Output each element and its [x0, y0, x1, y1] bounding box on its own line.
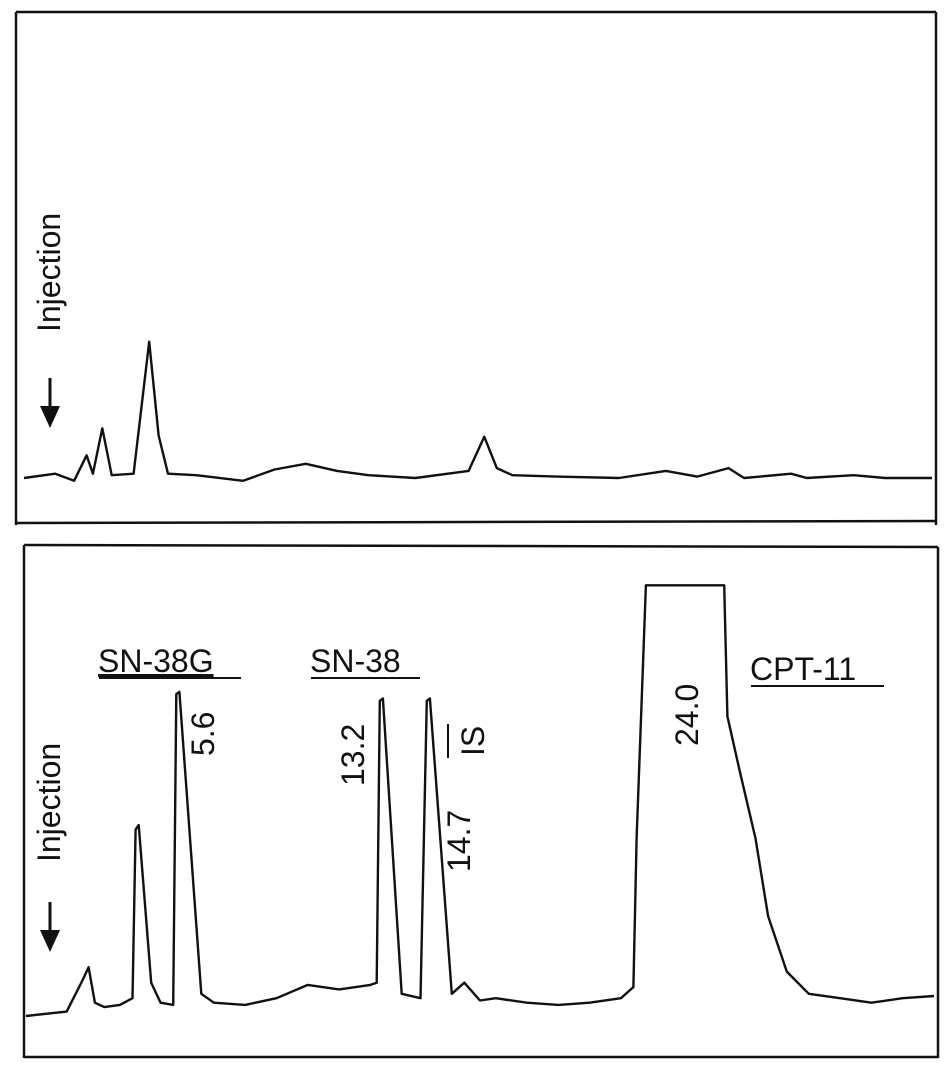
peak-name-sn38: SN-38 [310, 643, 401, 679]
retention-time-label: 5.6 [185, 712, 221, 756]
chromatogram-trace [23, 340, 932, 482]
retention-time-label: 14.7 [441, 810, 477, 872]
top-injection-arrow-icon [40, 378, 60, 428]
bottom-injection-arrow-icon [40, 902, 60, 952]
retention-time-label: 13.2 [335, 724, 371, 786]
peak-name-sn38g: SN-38G [98, 643, 214, 679]
bottom-injection-label: Injection [31, 743, 67, 862]
peak-name-cpt11: CPT-11 [750, 651, 856, 687]
bottom-panel-frame-top [23, 543, 939, 549]
bottom-chart-area [25, 584, 935, 1018]
top-chart-area [23, 340, 932, 482]
peak-name-is: IS [455, 726, 491, 756]
bottom-panel: Injection SN-38G SN-38 IS CPT-11 5.6 13.… [22, 543, 940, 1059]
top-panel-frame-bottom [15, 519, 937, 525]
top-injection-label: Injection [31, 213, 67, 332]
top-panel: Injection [14, 10, 938, 525]
retention-time-label: 24.0 [669, 684, 705, 746]
chromatogram-trace [25, 584, 935, 1018]
